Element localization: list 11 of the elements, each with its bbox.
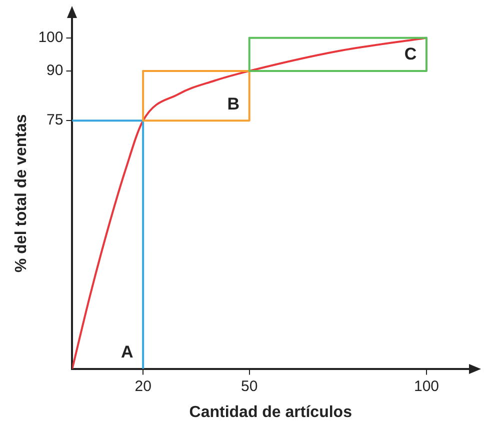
y-tick-label: 100: [38, 28, 64, 46]
y-tick-label: 75: [46, 112, 64, 129]
y-tick-label: 90: [46, 62, 64, 80]
series-label: B: [227, 94, 240, 114]
x-tick-label: 100: [414, 378, 440, 395]
x-tick-label: 50: [241, 378, 258, 395]
series-label: A: [120, 342, 134, 362]
y-axis-title: % del total de ventas: [13, 114, 30, 273]
x-tick-label: 20: [134, 378, 152, 395]
x-axis-title: Cantidad de artículos: [189, 404, 352, 421]
series-label: C: [404, 44, 417, 64]
